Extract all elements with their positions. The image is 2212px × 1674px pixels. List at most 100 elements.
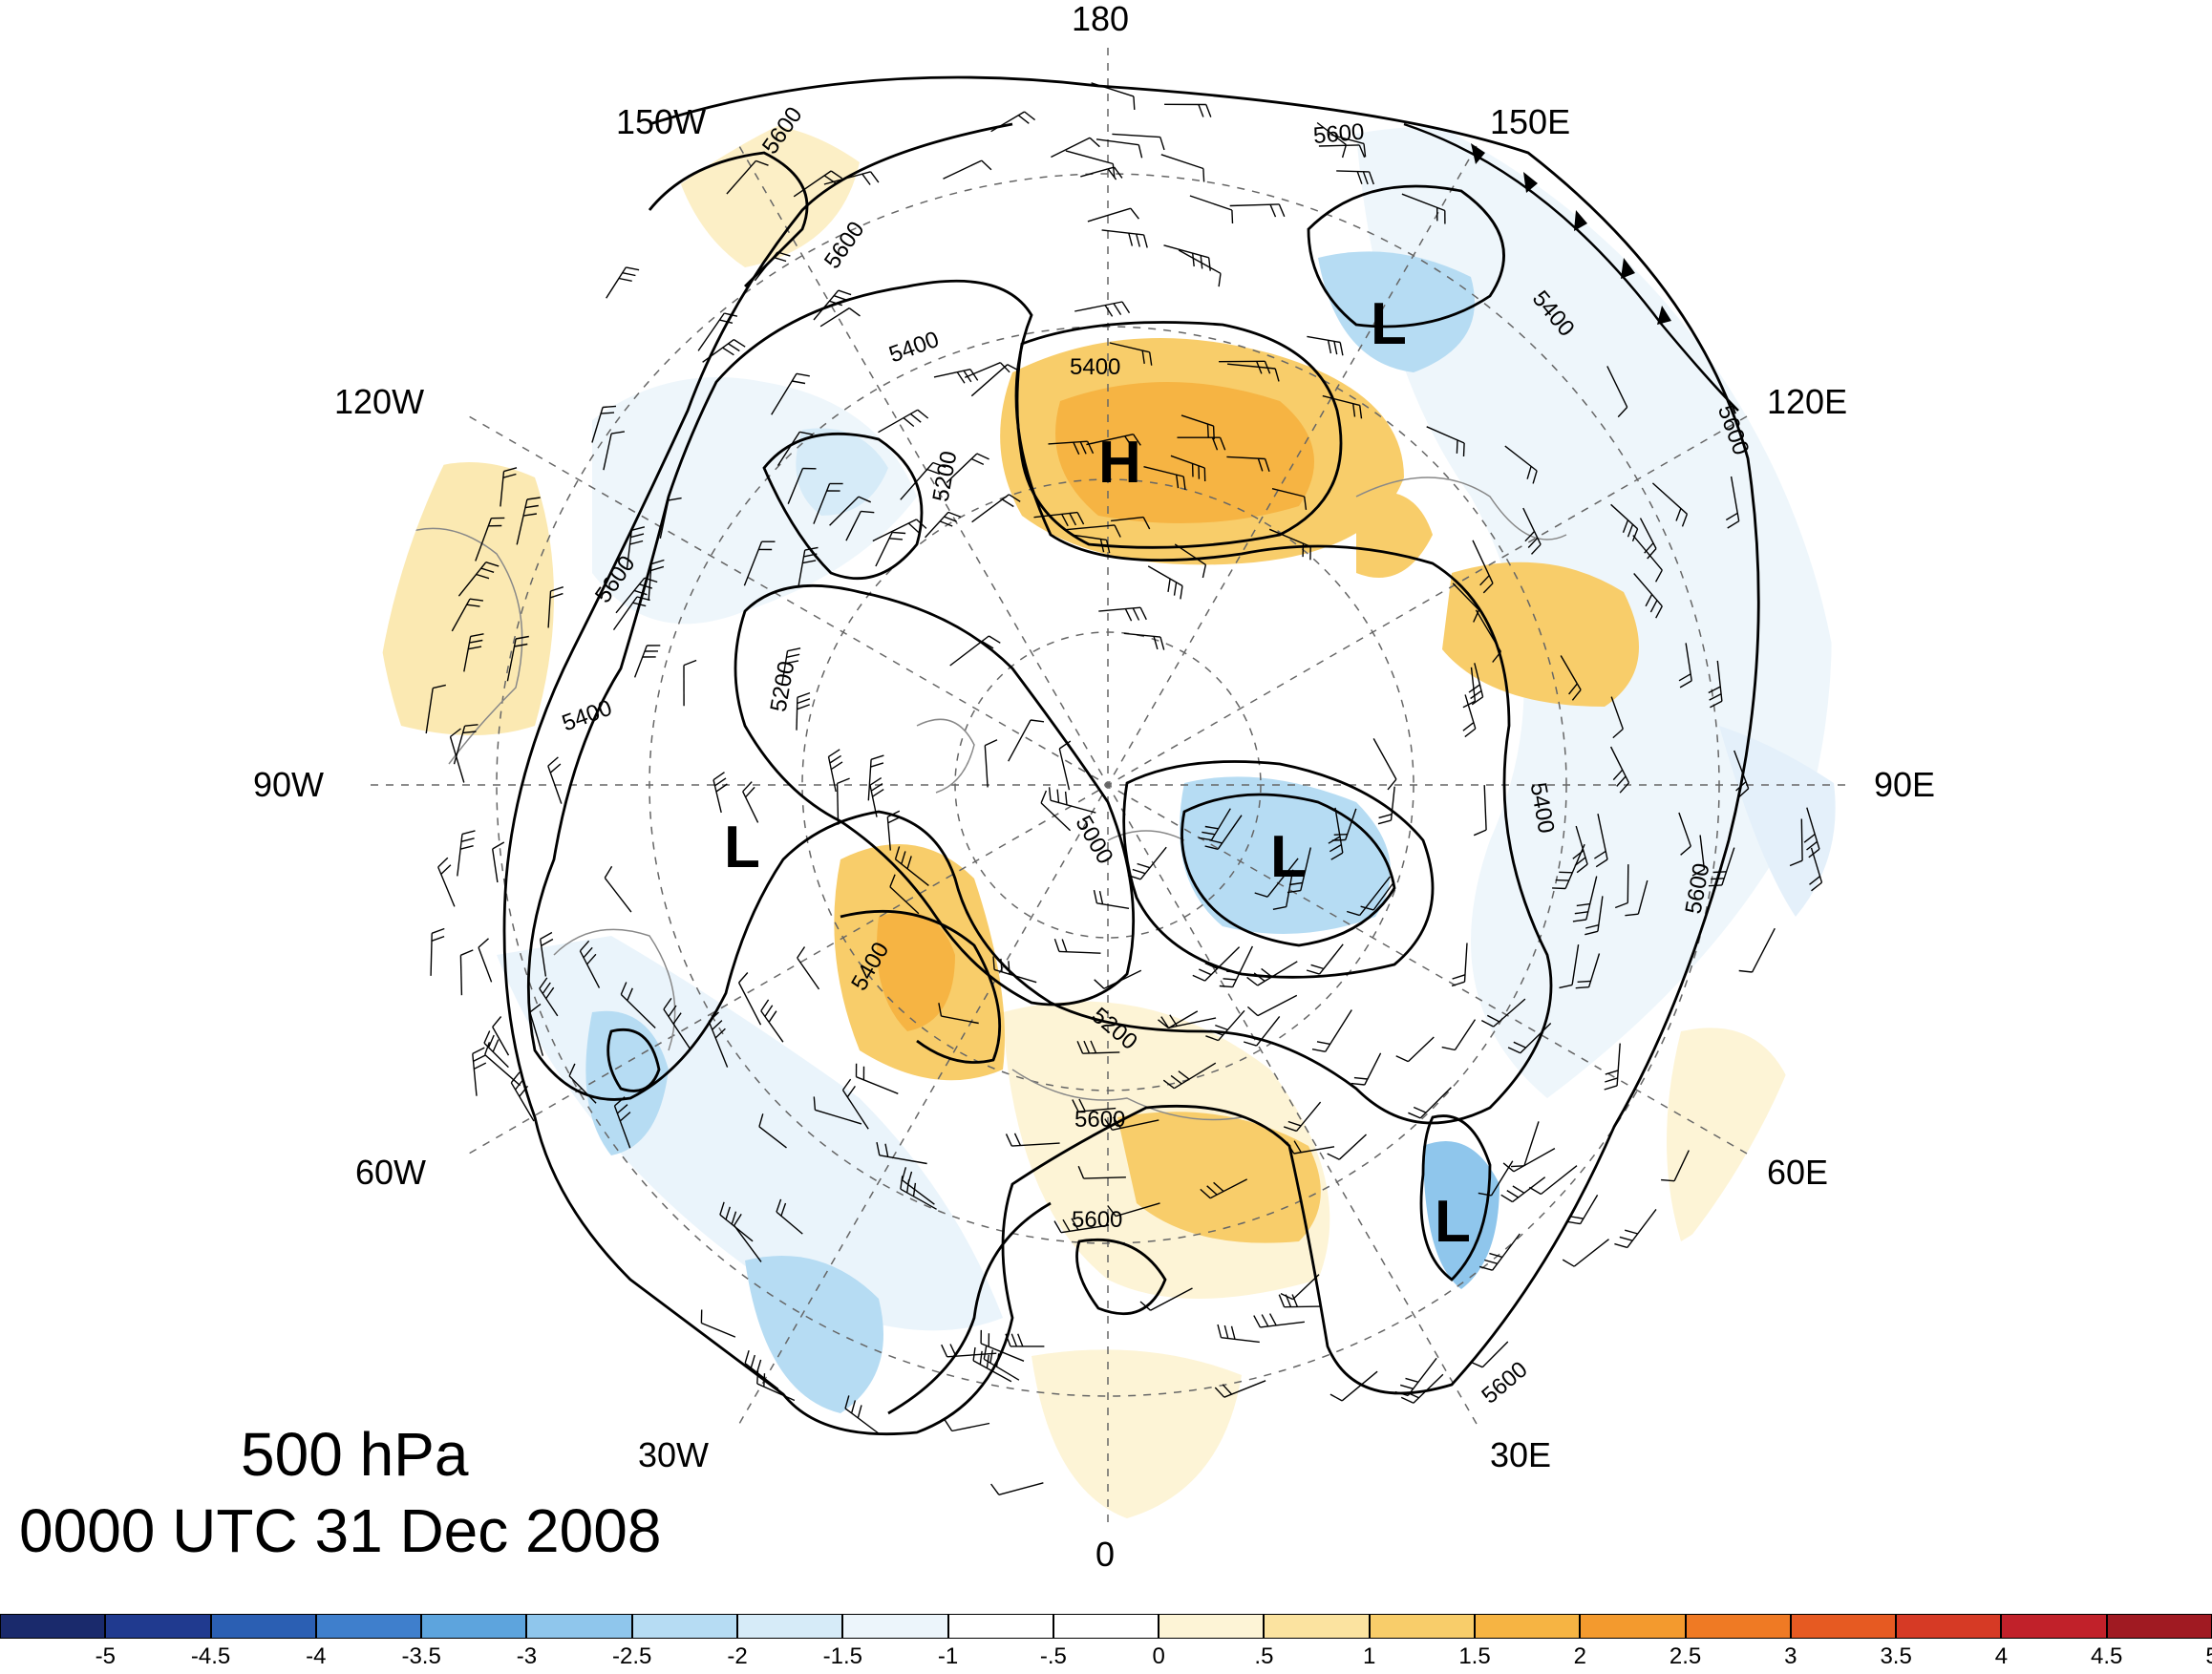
wind-barb-flag [1169,1014,1178,1027]
wind-barb-flag [1142,234,1148,248]
wind-barb-flag [1604,1085,1618,1091]
wind-barb-flag [1002,498,1014,508]
wind-barb-flag [1462,442,1465,457]
wind-barb-flag [1482,583,1494,594]
contour-5600-outer [502,75,1760,1436]
wind-barb-flag [1017,1333,1024,1347]
colorbar-cell [1685,1614,1791,1639]
wind-barb-flag [1076,512,1085,525]
wind-barb [1112,133,1160,138]
wind-barb-flag [1737,788,1750,798]
wind-barb-flag [889,538,904,540]
wind-barb-flag [470,633,484,638]
wind-barb-flag [492,841,505,850]
wind-barb-flag [1254,892,1268,898]
wind-barb [1040,802,1072,832]
wind-barb-flag [900,1176,904,1190]
wind-barb [1571,943,1580,985]
wind-barb [1407,1036,1435,1063]
wind-barb-flag [1486,1014,1500,1023]
wind-barb-flag [450,728,461,738]
colorbar-tick-label: -2.5 [612,1643,652,1669]
wind-barb-flag [1162,1079,1175,1090]
wind-barb-flag [1288,881,1303,886]
wind-barb-flag [894,846,901,860]
wind-barb-flag [828,749,840,757]
wind-barb-flag [1333,341,1338,355]
wind-barb-flag [484,1042,491,1055]
wind-barb-flag [1223,1324,1229,1339]
wind-barb-flag [1204,962,1218,969]
wind-barb-flag [492,1016,502,1028]
wind-barb-flag [431,927,445,934]
wind-barb-flag [547,756,559,767]
wind-barb-flag [926,468,941,475]
lon-label-120w: 120W [334,382,424,421]
wind-barb-flag [485,562,500,567]
wind-barb [734,1224,762,1262]
colorbar-cell [421,1614,527,1639]
wind-barb-flag [604,865,613,879]
wind-barb-flag [1132,607,1140,621]
wind-barb [1330,134,1365,145]
wind-barb-flag [1806,840,1818,851]
wind-barb-flag [668,1005,677,1017]
wind-barb-flag [722,347,734,356]
wind-barb-flag [1400,1384,1414,1389]
wind-barb-flag [1614,1242,1627,1249]
wind-barb-flag [1507,1047,1521,1054]
wind-barb-flag [1073,441,1080,456]
wind-barb-flag [906,856,912,869]
wind-barb-flag [1202,168,1205,182]
wind-barb-flag [1679,680,1692,689]
wind-barb-flag [755,1359,762,1373]
wind-barb-flag [787,647,801,652]
wind-barb-flag [1571,689,1582,701]
wind-barb [1116,1202,1160,1218]
wind-barb-flag [1053,1220,1062,1234]
colorbar-tick-label: -.5 [1039,1643,1067,1669]
wind-barb-flag [1471,696,1484,706]
wind-barb [943,159,983,180]
wind-barbs [425,82,1823,1495]
wind-barb-flag [764,1005,774,1017]
frontal-boundary [1403,122,1739,412]
wind-barb-flag [990,1483,1000,1495]
colorbar-tick-label: -3.5 [401,1643,441,1669]
wind-barb-flag [837,777,850,785]
wind-barb [845,511,861,541]
wind-barb-flag [1310,964,1325,970]
wind-barb-flag [745,786,755,798]
colorbar-tick-label: -2 [727,1643,748,1669]
wind-barb-flag [459,845,474,850]
wind-barb [1111,516,1144,522]
wind-barb-flag [1329,843,1342,853]
wind-barb-flag [1206,1185,1218,1196]
wind-barb-flag [985,739,998,747]
lon-label-30e: 30E [1490,1435,1551,1474]
wind-barb-flag [1264,458,1270,473]
wind-barb-flag [1076,1041,1084,1054]
wind-barb-flag [483,1030,491,1044]
wind-barb-flag [802,560,817,564]
height-contours [502,75,1760,1436]
wind-barb-flag [1173,582,1178,596]
wind-barb-flag [750,1354,755,1368]
wind-barb-flag [469,639,483,644]
wind-barb-flag [1211,436,1219,451]
wind-barb-flag [1230,1325,1236,1340]
wind-barb [1271,488,1305,498]
wind-barb [1540,1165,1578,1196]
wind-barb-flag [1462,722,1475,731]
contour-5200 [762,432,924,581]
wind-barb-flag [1395,1055,1409,1063]
wind-barb [1372,881,1395,911]
wind-barb-flag [1213,1181,1224,1193]
wind-barb-flag [712,1020,723,1030]
wind-barb-flag [1678,673,1691,682]
wind-barb-flag [760,999,770,1011]
wind-barb-flag [1223,978,1237,981]
wind-barb-flag [1274,368,1280,382]
wind-barb-flag [620,982,627,995]
wind-barb-flag [932,461,946,468]
